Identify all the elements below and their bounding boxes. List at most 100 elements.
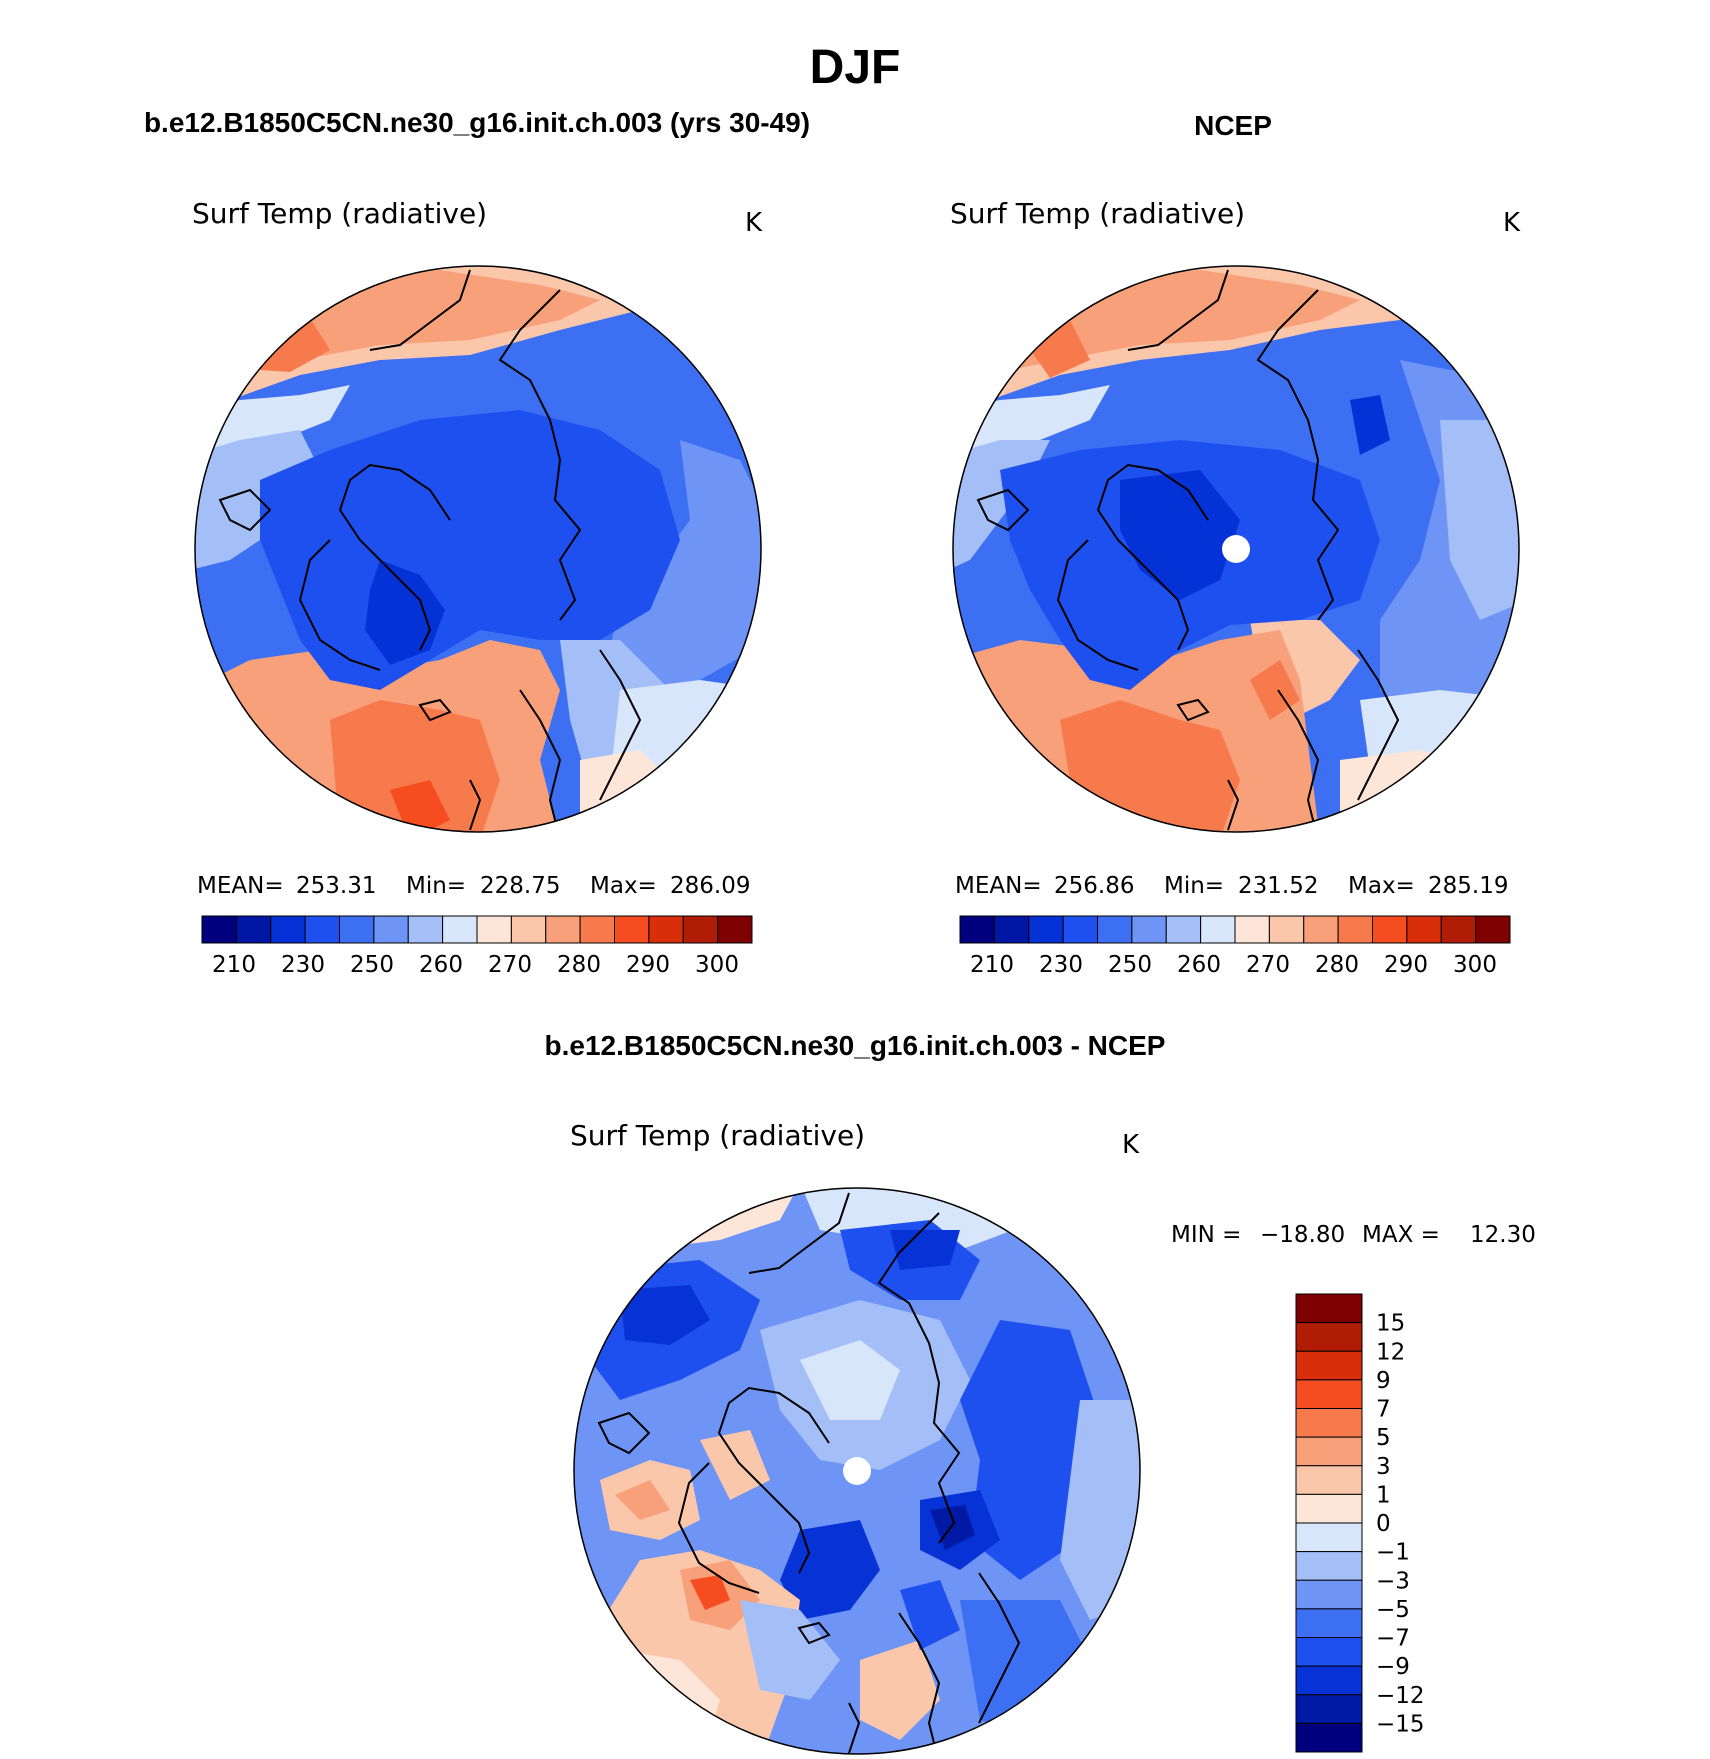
map-diff <box>574 1188 1140 1754</box>
map-frame <box>952 265 1520 833</box>
panel-model-title: b.e12.B1850C5CN.ne30_g16.init.ch.003 (yr… <box>144 107 810 138</box>
colorbar-tick-label: 300 <box>1453 952 1497 978</box>
colorbar-box <box>1131 915 1167 944</box>
field-region <box>260 410 680 690</box>
colorbar-box <box>1200 915 1236 944</box>
map-model <box>195 266 761 832</box>
colorbar-box <box>304 915 340 944</box>
panel-obs-units: K <box>1503 208 1521 238</box>
colorbar-box <box>510 915 547 944</box>
colorbar-tick-label: 280 <box>1315 952 1359 978</box>
colorbar-box <box>1406 915 1442 944</box>
colorbar-box <box>1295 1722 1363 1753</box>
colorbar-tick-label: 250 <box>350 952 394 978</box>
panel-obs-title: NCEP <box>1194 110 1272 141</box>
panel-diff: b.e12.B1850C5CN.ne30_g16.init.ch.003 - N… <box>545 1030 1536 1755</box>
colorbar-box <box>339 915 375 944</box>
colorbar-box <box>270 915 306 944</box>
colorbar-box <box>1295 1522 1363 1553</box>
map-obs <box>953 266 1519 832</box>
panel-obs-variable: Surf Temp (radiative) <box>950 197 1245 230</box>
colorbar-tick-label: 15 <box>1376 1311 1405 1337</box>
colorbar-box <box>682 915 719 944</box>
colorbar-tick-label: 7 <box>1376 1397 1391 1423</box>
colorbar-box <box>201 915 237 944</box>
colorbar-box <box>1295 1579 1363 1610</box>
colorbar-box <box>442 915 478 944</box>
colorbar-tick-label: 250 <box>1108 952 1152 978</box>
field-region <box>960 1320 1100 1580</box>
colorbar-tick-label: −3 <box>1376 1568 1410 1594</box>
colorbar-box <box>1268 915 1305 944</box>
colorbar-tick-label: 210 <box>970 952 1014 978</box>
colorbar-box <box>1475 915 1511 944</box>
min-value: 231.52 <box>1238 873 1318 899</box>
field-region <box>330 700 500 832</box>
max-label: Max= <box>590 873 657 899</box>
colorbar-box <box>717 915 753 944</box>
colorbar-tick-label: 12 <box>1376 1339 1405 1365</box>
field-region <box>860 1640 940 1740</box>
field-region <box>890 1230 960 1270</box>
colorbar-model: 210 230 250 260 270 280 290 300 <box>201 915 753 978</box>
mean-label: MEAN= <box>955 873 1042 899</box>
colorbar-tick-label: −15 <box>1376 1711 1425 1737</box>
colorbar-tick-label: −5 <box>1376 1597 1410 1623</box>
mean-value: 256.86 <box>1054 873 1134 899</box>
colorbar-tick-label: 9 <box>1376 1368 1391 1394</box>
field-region <box>800 1340 900 1420</box>
field-region <box>690 1575 730 1610</box>
panel-model: b.e12.B1850C5CN.ne30_g16.init.ch.003 (yr… <box>144 107 810 978</box>
panel-diff-units: K <box>1122 1130 1140 1160</box>
colorbar-tick-label: 230 <box>1039 952 1083 978</box>
field-region <box>900 1580 960 1650</box>
colorbar-box <box>1295 1465 1363 1495</box>
mean-value: 253.31 <box>296 873 376 899</box>
panel-model-variable: Surf Temp (radiative) <box>192 197 487 230</box>
colorbar-tick-label: 270 <box>488 952 532 978</box>
colorbar-tick-label: 290 <box>626 952 670 978</box>
colorbar-obs: 210 230 250 260 270 280 290 300 <box>959 915 1511 978</box>
missing-pole <box>1222 535 1250 563</box>
colorbar-box <box>1295 1322 1363 1352</box>
colorbar-box <box>993 915 1030 944</box>
colorbar-tick-label: 270 <box>1246 952 1290 978</box>
colorbar-box <box>373 915 409 944</box>
colorbar-box <box>407 915 444 944</box>
coastline <box>976 269 1400 832</box>
colorbar-box <box>1062 915 1098 944</box>
max-value: 12.30 <box>1470 1222 1536 1248</box>
colorbar-tick-label: 0 <box>1376 1511 1391 1537</box>
colorbar-box <box>235 915 272 944</box>
colorbar-box <box>1295 1551 1363 1581</box>
field-region <box>1120 470 1240 600</box>
colorbar-box <box>1295 1379 1363 1409</box>
colorbar-tick-label: 5 <box>1376 1425 1391 1451</box>
coastline <box>218 269 642 832</box>
field-region <box>740 1600 840 1700</box>
colorbar-tick-label: −12 <box>1376 1683 1425 1709</box>
field-region <box>1350 395 1390 455</box>
colorbar-box <box>1097 915 1133 944</box>
colorbar-tick-label: 210 <box>212 952 256 978</box>
panel-model-units: K <box>745 208 763 238</box>
colorbar-box <box>1028 915 1064 944</box>
colorbar-box <box>1295 1637 1363 1667</box>
colorbar-box <box>1295 1408 1363 1438</box>
colorbar-box <box>1440 915 1477 944</box>
colorbar-tick-label: 230 <box>281 952 325 978</box>
panel-diff-title: b.e12.B1850C5CN.ne30_g16.init.ch.003 - N… <box>545 1030 1166 1061</box>
colorbar-box <box>1234 915 1270 944</box>
colorbar-tick-label: 290 <box>1384 952 1428 978</box>
colorbar-tick-label: 1 <box>1376 1482 1391 1508</box>
colorbar-tick-label: −7 <box>1376 1626 1410 1652</box>
field-region <box>1340 750 1519 832</box>
colorbar-box <box>545 915 581 944</box>
colorbar-box <box>1295 1293 1363 1324</box>
colorbar-tick-label: −9 <box>1376 1654 1410 1680</box>
field-region <box>620 1285 710 1345</box>
colorbar-box <box>1295 1694 1363 1724</box>
max-value: 285.19 <box>1428 873 1508 899</box>
panel-obs: NCEP Surf Temp (radiative) K ME <box>950 110 1521 978</box>
